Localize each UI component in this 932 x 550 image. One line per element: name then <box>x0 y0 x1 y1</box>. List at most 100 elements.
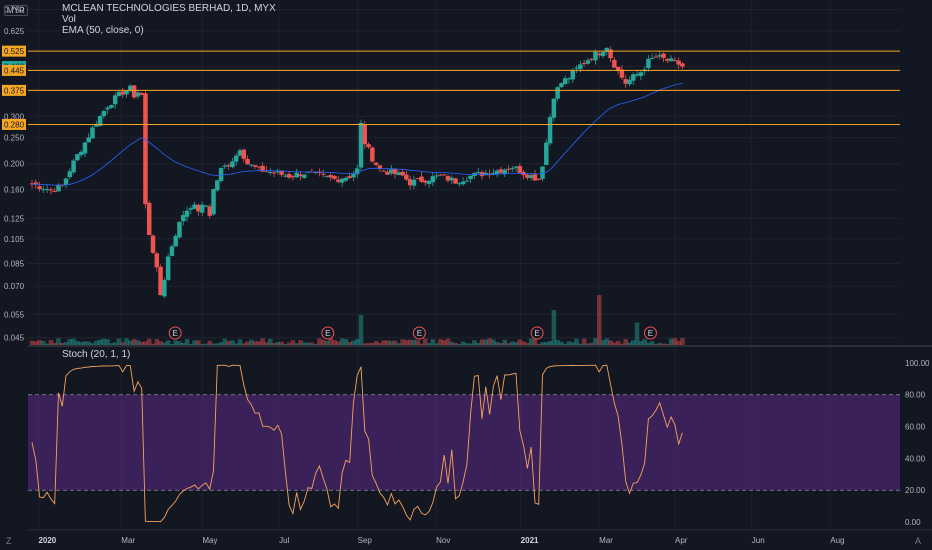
volume-bar-75 <box>313 343 318 345</box>
earnings-marker-1 <box>321 326 335 340</box>
candle-body-86 <box>354 168 360 175</box>
price-badge-label-0: 0.525 <box>4 47 25 56</box>
candle-body-92 <box>377 165 383 170</box>
candle-body-69 <box>290 176 296 178</box>
time-axis-ticks[interactable]: 2020 Mar May Jul Sep Nov 2021 Mar Apr Jun Aug <box>38 536 844 545</box>
volume-bar-164 <box>649 341 655 345</box>
candle-body-72 <box>302 174 307 178</box>
volume-bar-141 <box>562 343 568 345</box>
stoch-legend[interactable]: Stoch (20, 1, 1) <box>62 349 131 360</box>
earnings-marker-4 <box>643 326 657 340</box>
volume-bar-153 <box>608 340 613 345</box>
price-tick-0: 0.750 <box>4 6 25 15</box>
volume-bar-86 <box>354 338 360 345</box>
volume-bar-63 <box>267 338 273 345</box>
volume-bar-23 <box>116 338 122 345</box>
ema-legend[interactable]: EMA (50, close, 0) <box>62 25 144 36</box>
volume-bar-14 <box>82 341 88 345</box>
volume-bar-151 <box>600 340 606 345</box>
candle-body-103 <box>419 176 424 182</box>
volume-bar-57 <box>245 341 250 345</box>
candle-body-65 <box>275 171 281 173</box>
volume-bar-167 <box>661 343 666 345</box>
volume-bar-159 <box>631 340 636 345</box>
candle-body-116 <box>468 175 473 180</box>
candle-body-167 <box>661 53 666 58</box>
volume-legend[interactable]: Vol <box>62 14 76 25</box>
earnings-marker-3 <box>530 326 544 340</box>
candle-body-77 <box>320 173 326 175</box>
volume-bar-87 <box>358 315 364 345</box>
volume-bar-163 <box>646 342 651 345</box>
volume-bar-33 <box>154 339 160 345</box>
candle-body-67 <box>283 175 288 177</box>
horizontal-lines[interactable] <box>28 50 900 125</box>
stoch-axis-ticks[interactable]: 100.00 80.00 60.00 40.00 20.00 0.00 <box>905 359 930 527</box>
volume-bar-62 <box>264 342 269 345</box>
stoch-tick-0: 100.00 <box>905 359 930 368</box>
candle-body-17 <box>94 124 99 127</box>
stoch-tick-4: 20.00 <box>905 486 926 495</box>
candle-body-20 <box>105 107 110 110</box>
zoom-button[interactable]: Z <box>6 536 12 546</box>
candle-body-105 <box>426 180 432 185</box>
candle-body-131 <box>525 174 530 178</box>
earnings-marker-label-0: E <box>173 329 178 338</box>
candle-body-71 <box>298 174 303 177</box>
candle-body-152 <box>604 47 610 52</box>
volume-bar-112 <box>453 342 458 345</box>
price-axis-ticks[interactable]: 0.750 0.625 0.300 0.250 0.200 0.160 0.125 0.105… <box>4 6 25 343</box>
volume-bar-171 <box>676 340 681 345</box>
candle-body-97 <box>396 172 402 176</box>
symbol-title[interactable]: MCLEAN TECHNOLOGIES BERHAD, 1D, MYX <box>62 3 276 14</box>
time-tick-8: Apr <box>675 536 688 545</box>
volume-bar-84 <box>347 341 352 345</box>
volume-bar-9 <box>63 342 69 345</box>
volume-bar-123 <box>494 341 500 345</box>
candle-body-75 <box>313 171 318 173</box>
earnings-marker-label-4: E <box>648 329 653 338</box>
price-badge-label-4: 0.280 <box>4 120 25 129</box>
candle-body-36 <box>165 256 171 280</box>
price-badge-label-2: 0.445 <box>4 66 25 75</box>
candle-body-148 <box>589 58 594 60</box>
candle-body-48 <box>211 189 216 215</box>
volume-bar-157 <box>623 339 628 345</box>
volume-bar-149 <box>593 338 598 345</box>
candle-body-33 <box>154 253 160 268</box>
volume-bar-28 <box>135 340 141 345</box>
volume-bar-98 <box>400 339 405 345</box>
stoch-line <box>31 364 683 523</box>
earnings-marker-label-2: E <box>417 329 422 338</box>
candle-body-4 <box>44 188 50 190</box>
volume-bar-82 <box>339 338 345 345</box>
currency-label[interactable]: MYR <box>4 5 28 16</box>
volume-bar-51 <box>222 338 228 345</box>
candle-body-6 <box>52 190 57 192</box>
candle-body-52 <box>226 165 231 167</box>
volume-bar-91 <box>373 341 379 345</box>
volume-bar-71 <box>298 340 303 345</box>
volume-bar-83 <box>343 339 349 345</box>
volume-bar-128 <box>513 342 519 345</box>
candle-body-136 <box>544 142 549 165</box>
candle-body-171 <box>676 60 681 65</box>
time-tick-5: Nov <box>436 536 450 545</box>
volume-bar-15 <box>86 341 91 345</box>
volume-bar-127 <box>510 341 515 345</box>
candle-body-9 <box>63 178 69 185</box>
candle-body-60 <box>256 166 262 168</box>
candle-body-124 <box>498 169 504 173</box>
volume-bar-142 <box>566 341 572 345</box>
candle-body-45 <box>199 204 205 213</box>
candle-body-61 <box>260 165 265 172</box>
volume-bar-25 <box>124 338 129 345</box>
auto-scale-button[interactable]: A <box>915 536 922 546</box>
candle-body-26 <box>128 85 133 91</box>
candle-body-87 <box>358 122 364 168</box>
volume-bar-41 <box>184 338 190 345</box>
volume-bar-43 <box>192 340 197 345</box>
volume-bar-136 <box>544 342 549 345</box>
